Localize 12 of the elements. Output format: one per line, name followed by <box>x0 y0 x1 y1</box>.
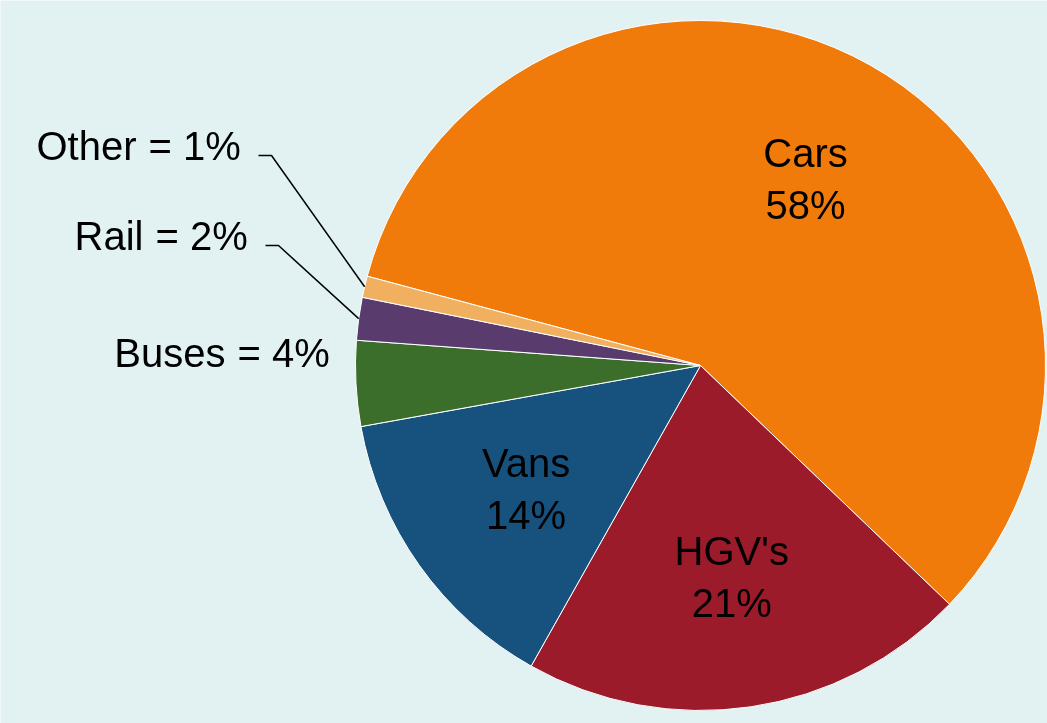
data-label: 14% <box>486 493 567 538</box>
slice-label: HGV's <box>674 529 789 574</box>
slice-label: Other <box>36 123 137 168</box>
slice-label: Rail <box>74 213 144 258</box>
data-label: 58% <box>765 183 846 228</box>
data-label: = 4% <box>237 330 330 375</box>
data-label: 21% <box>691 581 772 626</box>
data-label: = 1% <box>148 123 241 168</box>
slice-label: Buses <box>114 330 226 375</box>
slice-label: Cars <box>763 131 848 176</box>
data-label: = 2% <box>155 213 248 258</box>
slice-label: Vans <box>482 441 571 486</box>
